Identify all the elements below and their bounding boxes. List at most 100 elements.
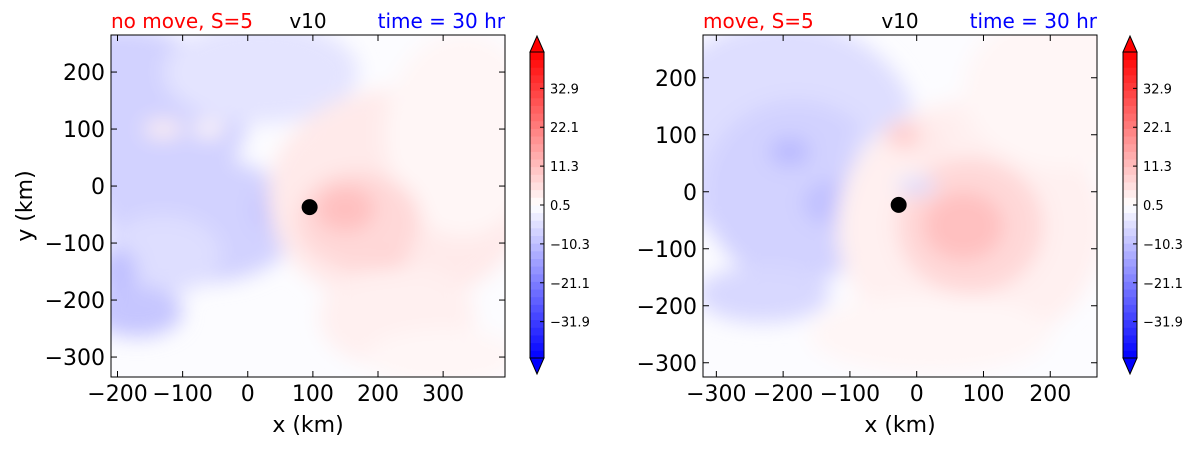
colorbar-band [1123,227,1137,236]
colorbar-band [530,59,544,68]
y-tick-label: 100 [655,124,697,149]
colorbar-band [1123,143,1137,152]
colorbar-band [1123,273,1137,282]
colorbar-band [530,258,544,267]
colorbar-band [530,289,544,298]
colorbar-band [1123,166,1137,175]
colorbar-band [530,97,544,106]
x-axis-label: x (km) [272,413,343,438]
colorbar-band [530,90,544,99]
x-tick-label: 0 [241,382,255,407]
x-tick-label: 200 [1029,382,1071,407]
colorbar-extend-max [1122,34,1138,53]
field-blob-8 [111,248,138,295]
colorbar-band [530,143,544,152]
colorbar-tick-label: 0.5 [550,199,571,214]
title-left: no move, S=5 [111,9,253,33]
colorbar-tick-label: −21.1 [550,277,590,292]
colorbar-band [1123,182,1137,191]
colorbar-band [1123,97,1137,106]
field-blob-2 [163,35,359,124]
field-blob-5 [703,265,830,323]
colorbar-band [1123,312,1137,321]
colorbar-band [1123,189,1137,198]
colorbar-band [530,327,544,336]
colorbar-band [1123,304,1137,313]
colorbar-band [530,105,544,114]
y-tick-label: −200 [637,295,697,320]
colorbar-band [1123,90,1137,99]
colorbar-band [530,113,544,122]
y-tick-label: −200 [45,289,105,314]
x-tick-label: 100 [292,382,334,407]
colorbar-band [1123,342,1137,351]
colorbar-band [530,312,544,321]
x-tick-label: 100 [962,382,1004,407]
colorbar-tick-label: 22.1 [550,121,579,136]
colorbar-band [530,212,544,221]
colorbar-band [530,235,544,244]
colorbar-band [530,182,544,191]
field-blob-18 [143,120,183,138]
colorbar-band [530,67,544,76]
y-tick-label: −300 [45,346,105,371]
colorbar-band [1123,128,1137,137]
colorbar-band [530,273,544,282]
colorbar-band [530,220,544,229]
colorbar-band [530,197,544,206]
plot-frame [702,34,1098,378]
title-right: time = 30 hr [970,9,1098,33]
colorbar-band [1123,258,1137,267]
colorbar-extend-max [529,34,545,53]
storm-center-marker [890,196,907,213]
x-tick-label: −200 [753,382,813,407]
y-tick-label: 100 [63,118,105,143]
y-tick-label: 200 [63,61,105,86]
colorbar-band [530,82,544,91]
title-center: v10 [289,9,326,33]
colorbar-tick-label: −10.3 [1143,238,1183,253]
colorbar-band [530,189,544,198]
colorbar-band [530,74,544,83]
colorbar-band [1123,105,1137,114]
colorbar-tick-label: 22.1 [1143,121,1172,136]
x-axis-label: x (km) [864,413,935,438]
colorbar [1122,34,1138,376]
colorbar-band [1123,82,1137,91]
colorbar-band [530,335,544,344]
field-blob-14 [809,294,1051,375]
colorbar-extend-min [529,357,545,376]
colorbar-band [530,136,544,145]
field-blob-13 [316,186,375,232]
colorbar-band [1123,220,1137,229]
colorbar-tick-label: −31.9 [1143,316,1183,331]
y-tick-label: −100 [637,238,697,263]
colorbar-band [1123,205,1137,214]
x-tick-label: 200 [357,382,399,407]
colorbar-band [1123,159,1137,168]
x-tick-label: −300 [686,382,746,407]
colorbar-band [1123,151,1137,160]
x-tick-label: 300 [422,382,464,407]
colorbar-tick-label: 11.3 [1143,160,1172,175]
colorbar-band [530,250,544,259]
colorbar-band [530,319,544,328]
colorbar-band [1123,296,1137,305]
colorbar-band [530,350,544,359]
colorbar-band [1123,235,1137,244]
x-tick-label: −100 [820,382,880,407]
colorbar-band [530,281,544,290]
colorbar-band [1123,266,1137,275]
colorbar-band [1123,52,1137,61]
colorbar-band [1123,212,1137,221]
colorbar-tick-label: 32.9 [550,82,579,97]
field-blob-7 [111,285,183,338]
y-tick-label: 0 [91,175,105,200]
y-tick-label: 200 [655,67,697,92]
plot-frame [110,34,506,378]
colorbar-band [1123,67,1137,76]
colorbar-tick-label: 32.9 [1143,82,1172,97]
colorbar-tick-label: 11.3 [550,160,579,175]
